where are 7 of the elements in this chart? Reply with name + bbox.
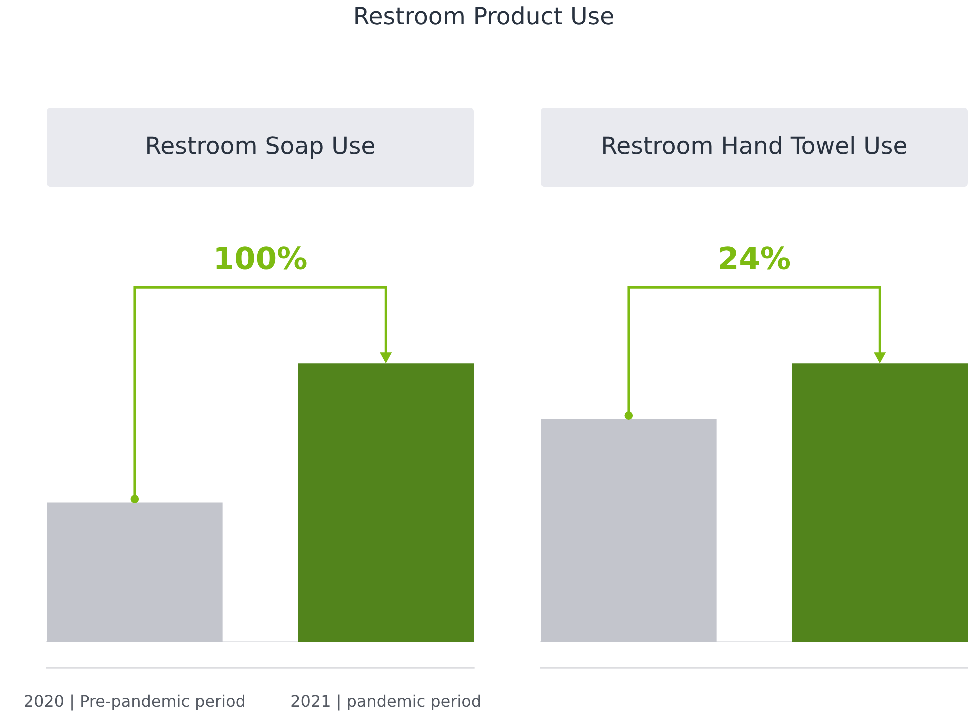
x-tick-label: 2020 | Pre-pandemic period: [25, 694, 244, 711]
chart-title: Restroom Hand Towel Use: [604, 136, 907, 154]
text: 100%: [216, 246, 307, 270]
text: Restroom Product Use: [356, 6, 614, 25]
x-tick-label: 2021 | pandemic period: [292, 694, 480, 711]
chart-title: Restroom Soap Use: [148, 136, 374, 160]
text: 24%: [720, 246, 790, 270]
